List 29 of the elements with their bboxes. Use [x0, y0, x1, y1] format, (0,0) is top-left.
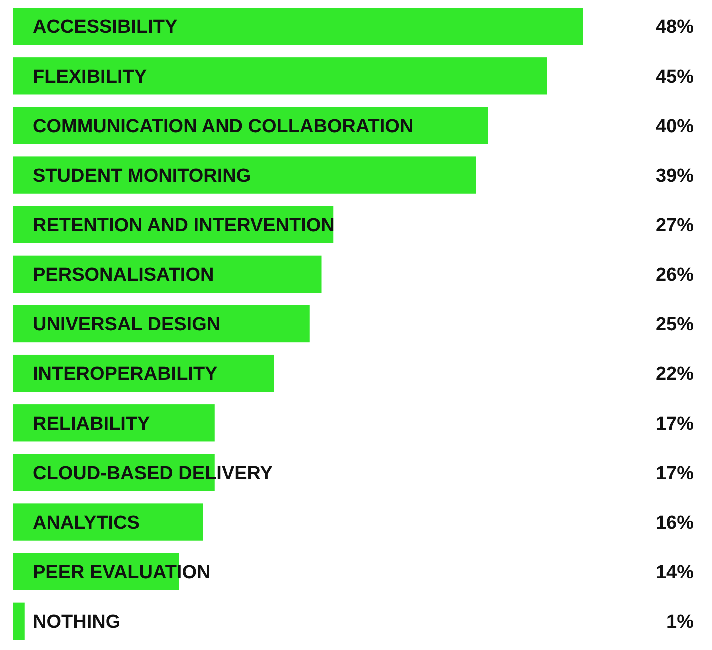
y-tick-label: INTEROPERABILITY [33, 364, 218, 386]
data-label: 48% [656, 17, 694, 38]
data-label: 45% [656, 66, 694, 88]
data-label: 14% [656, 562, 694, 584]
bar [13, 602, 25, 640]
data-label: 16% [656, 512, 694, 534]
data-label: 17% [656, 414, 694, 435]
y-tick-label: RELIABILITY [33, 414, 150, 435]
bar [13, 504, 203, 541]
y-tick-label: ANALYTICS [33, 512, 140, 534]
y-tick-label: PERSONALISATION [33, 265, 214, 286]
y-tick-label: STUDENT MONITORING [33, 166, 252, 187]
bar [13, 156, 476, 194]
y-tick-label: UNIVERSAL DESIGN [33, 314, 221, 336]
data-label: 27% [656, 216, 694, 237]
data-label: 22% [656, 364, 694, 386]
y-tick-label: ACCESSIBILITY [33, 17, 178, 38]
data-label: 25% [656, 314, 694, 336]
data-label: 40% [656, 116, 694, 138]
y-tick-label: NOTHING [33, 612, 121, 634]
y-tick-label: RETENTION AND INTERVENTION [33, 216, 335, 237]
data-label: 1% [666, 612, 694, 634]
bar [13, 8, 583, 46]
y-tick-label: FLEXIBILITY [33, 66, 148, 88]
y-tick-label: COMMUNICATION AND COLLABORATION [33, 116, 414, 138]
bar [13, 58, 548, 95]
data-label: 17% [656, 463, 694, 484]
data-label: 26% [656, 265, 694, 286]
data-label: 39% [656, 166, 694, 187]
